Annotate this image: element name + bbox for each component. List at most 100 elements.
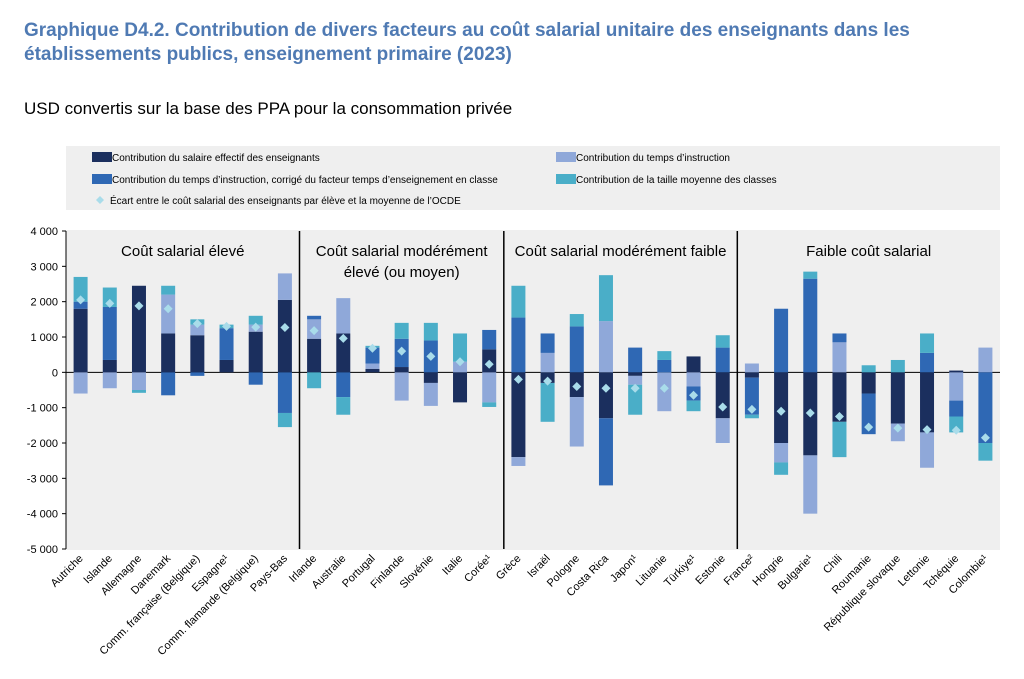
bar-segment	[598, 372, 613, 419]
bar-segment	[920, 372, 935, 433]
bar-segment	[949, 370, 964, 373]
x-tick-label: Estonie	[693, 553, 727, 587]
legend-swatch	[92, 152, 112, 162]
bar-segment	[219, 359, 234, 373]
bar-segment	[569, 397, 584, 447]
bar-segment	[365, 347, 380, 364]
bar-segment	[920, 333, 935, 353]
bar-segment	[628, 375, 643, 385]
bar-segment	[190, 324, 205, 336]
bar-segment	[949, 372, 964, 401]
bar-segment	[365, 368, 380, 373]
legend-swatch	[556, 152, 576, 162]
diamond-marker	[76, 295, 86, 305]
bar-segment	[161, 333, 176, 373]
bar-segment	[744, 377, 759, 415]
bar-segment	[482, 402, 497, 407]
diamond-marker	[280, 322, 290, 332]
bar-segment	[161, 294, 176, 334]
bar-segment	[890, 372, 905, 424]
group-label: Coût salarial modérément faible	[515, 243, 727, 260]
x-tick-label: Grèce	[494, 553, 524, 583]
diamond-marker	[367, 343, 377, 353]
diamond-marker	[192, 319, 202, 329]
bar-segment	[803, 271, 818, 279]
diamond-marker	[718, 402, 728, 412]
title-line: établissements publics, enseignement pri…	[24, 44, 512, 65]
diamond-marker	[251, 322, 261, 332]
bar-segment	[686, 400, 701, 412]
bar-segment	[248, 315, 263, 325]
bar-segment	[803, 455, 818, 514]
bar-segment	[715, 347, 730, 373]
diamond-marker	[455, 357, 465, 367]
plot-area	[66, 230, 1000, 550]
bar-segment	[978, 443, 993, 461]
chart-subtitle: USD convertis sur la base des PPA pour l…	[24, 99, 512, 118]
diamond-marker	[338, 333, 348, 343]
diamond-marker	[543, 376, 553, 386]
bar-segment	[540, 352, 555, 373]
bar-segment	[657, 359, 672, 373]
y-tick-label: -5 000	[27, 544, 58, 556]
y-tick-label: 4 000	[30, 226, 58, 238]
legend-label: Écart entre le coût salarial des enseign…	[110, 194, 461, 207]
group-label: Coût salarial élevé	[121, 243, 244, 260]
bar-segment	[219, 328, 234, 360]
y-tick-label: 1 000	[30, 332, 58, 344]
bar-segment	[569, 314, 584, 327]
bar-segment	[423, 322, 438, 341]
diamond-marker	[105, 298, 115, 308]
legend-label: Contribution du temps d’instruction, cor…	[112, 175, 498, 186]
y-tick-label: 0	[52, 367, 58, 379]
bar-segment	[131, 285, 146, 373]
x-tick-label: Autriche	[49, 553, 86, 590]
bar-segment	[832, 333, 847, 343]
bar-segment	[511, 372, 526, 458]
legend-swatch	[96, 196, 104, 204]
bar-segment	[540, 382, 555, 422]
diamond-marker	[776, 406, 786, 416]
bar-segment	[307, 372, 322, 389]
bar-segment	[336, 397, 351, 415]
bar-segment	[248, 372, 263, 385]
diamond-marker	[163, 304, 173, 314]
bar-segment	[102, 372, 117, 389]
bar-segment	[248, 331, 263, 373]
bar-segment	[73, 308, 88, 373]
bar-segment	[277, 412, 292, 428]
legend-swatch	[92, 174, 112, 184]
diamond-marker	[397, 346, 407, 356]
x-tick-label: Corée¹	[462, 552, 494, 584]
x-tick-label: Israël	[525, 553, 553, 581]
bar-segment	[598, 275, 613, 322]
bar-segment	[482, 329, 497, 350]
diamond-marker	[980, 433, 990, 443]
diamond-marker	[893, 423, 903, 433]
bar-segment	[861, 365, 876, 373]
group-label: Coût salarial modérément	[316, 243, 489, 260]
bar-segment	[365, 363, 380, 369]
bar-segment	[861, 372, 876, 394]
legend-label: Contribution du salaire effectif des ens…	[112, 153, 320, 164]
bar-segment	[307, 315, 322, 320]
diamond-marker	[747, 404, 757, 414]
x-tick-label: Chili	[821, 553, 845, 577]
bar-segment	[336, 333, 351, 373]
diamond-marker	[864, 422, 874, 432]
legend-swatch	[556, 174, 576, 184]
bar-segment	[686, 372, 701, 387]
bar-segment	[453, 372, 468, 403]
group-label: Faible coût salarial	[806, 243, 931, 260]
bar-segment	[715, 335, 730, 348]
bar-segment	[307, 338, 322, 373]
diamond-marker	[484, 359, 494, 369]
bar-segment	[336, 298, 351, 334]
bar-segment	[161, 372, 176, 396]
bar-segment	[774, 462, 789, 475]
bar-segment	[978, 372, 993, 443]
y-tick-label: -4 000	[27, 509, 58, 521]
bar-segment	[569, 326, 584, 373]
bar-segment	[803, 278, 818, 373]
